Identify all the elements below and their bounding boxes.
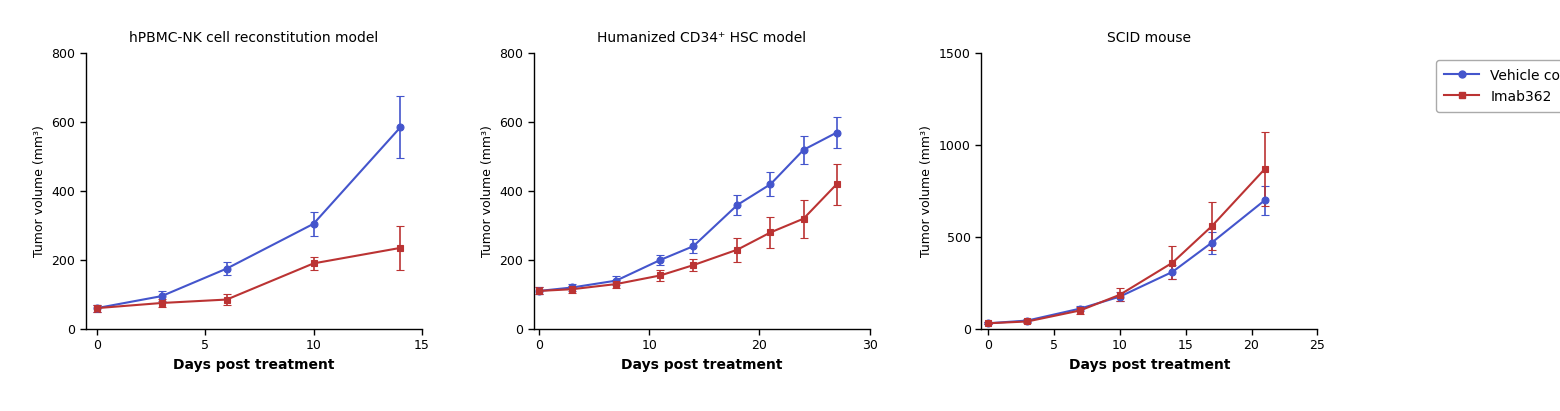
Y-axis label: Tumor volume (mm³): Tumor volume (mm³) [480,125,493,257]
Title: Humanized CD34⁺ HSC model: Humanized CD34⁺ HSC model [597,31,807,45]
X-axis label: Days post treatment: Days post treatment [1069,358,1231,372]
X-axis label: Days post treatment: Days post treatment [173,358,335,372]
Title: SCID mouse: SCID mouse [1108,31,1192,45]
Y-axis label: Tumor volume (mm³): Tumor volume (mm³) [920,125,933,257]
X-axis label: Days post treatment: Days post treatment [621,358,783,372]
Y-axis label: Tumor volume (mm³): Tumor volume (mm³) [33,125,45,257]
Legend: Vehicle control, Imab362: Vehicle control, Imab362 [1435,60,1560,112]
Title: hPBMC-NK cell reconstitution model: hPBMC-NK cell reconstitution model [129,31,379,45]
